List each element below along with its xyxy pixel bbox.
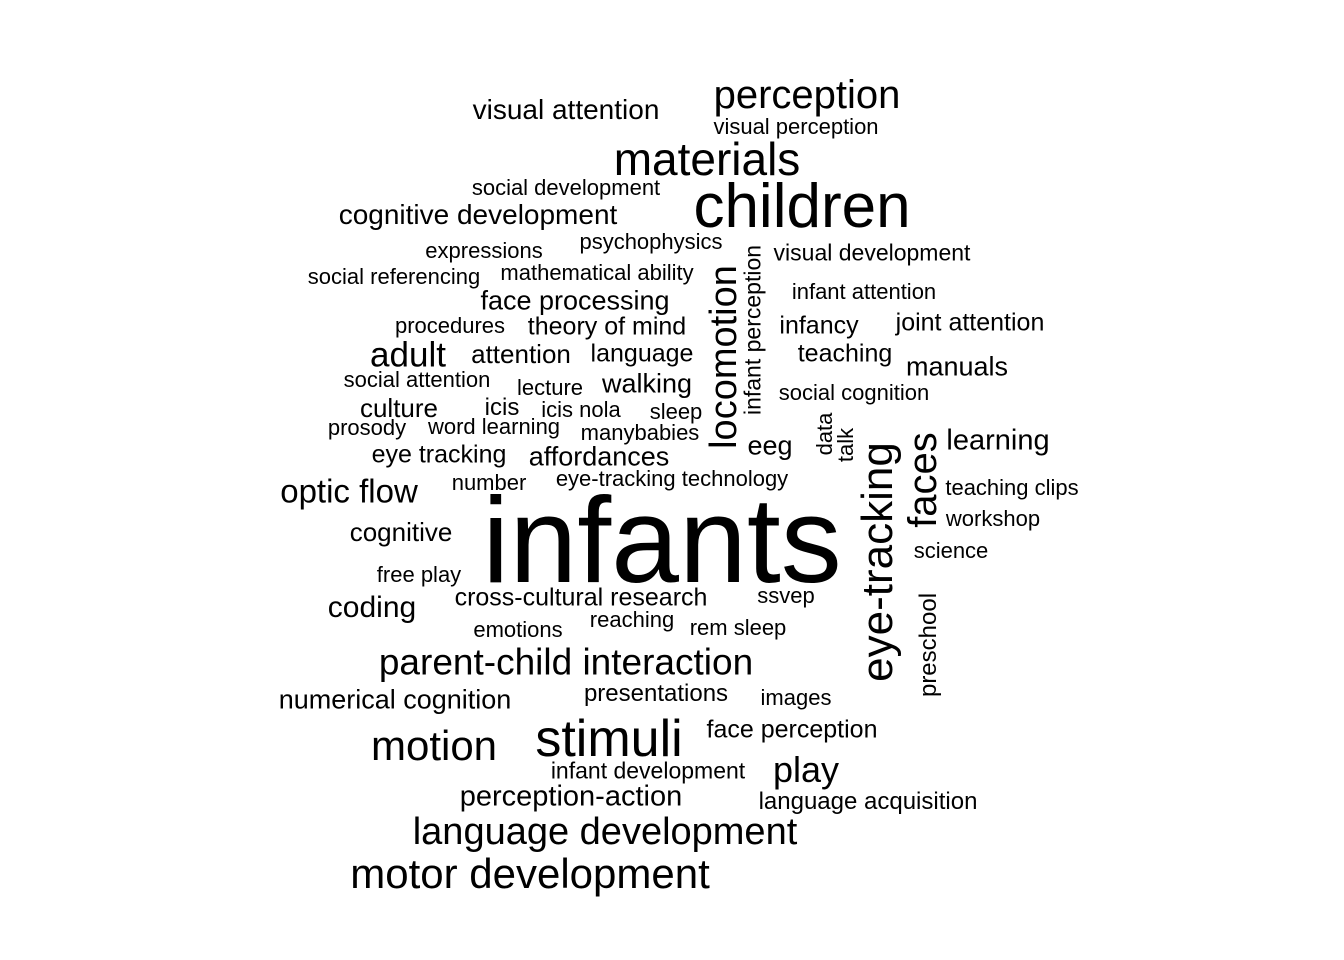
word-perception: perception [713,73,901,117]
word-adult: adult [370,335,446,375]
word-ssvep: ssvep [757,583,815,608]
word-sleep: sleep [649,399,703,424]
word-psychophysics: psychophysics [579,229,723,254]
word-word-learning: word learning [427,414,561,439]
word-rem-sleep: rem sleep [689,615,787,640]
word-number: number [451,470,527,495]
word-parent-child-interaction: parent-child interaction [378,641,754,683]
word-social-cognition: social cognition [778,380,930,405]
word-workshop: workshop [945,506,1041,531]
word-numerical-cognition: numerical cognition [278,684,512,715]
word-faces: faces [901,432,945,528]
word-children: children [693,172,911,241]
word-social-referencing: social referencing [307,264,481,289]
word-infant-attention: infant attention [791,279,937,304]
word-learning: learning [946,424,1050,457]
word-visual-development: visual development [773,239,971,266]
word-affordances: affordances [528,441,670,472]
word-optic-flow: optic flow [280,472,418,510]
word-walking: walking [601,368,693,399]
word-lecture: lecture [516,375,584,400]
word-language-development: language development [412,811,798,853]
word-manuals: manuals [905,351,1009,382]
word-reaching: reaching [589,607,675,632]
word-theory-of-mind: theory of mind [527,312,687,341]
word-social-development: social development [471,175,661,200]
word-culture: culture [359,393,439,423]
word-cognitive: cognitive [349,517,453,547]
word-locomotion: locomotion [703,265,745,449]
word-icis-nola: icis nola [541,397,621,422]
word-visual-perception: visual perception [713,114,879,139]
word-face-processing: face processing [480,285,670,316]
word-eeg: eeg [747,430,793,461]
word-manybabies: manybabies [580,420,700,445]
word-preschool: preschool [915,592,942,698]
word-eye-tracking: eye-tracking [853,442,902,682]
word-play: play [772,749,840,790]
word-infant-development: infant development [550,757,746,784]
word-visual-attention: visual attention [472,94,660,125]
word-face-perception: face perception [706,715,878,744]
word-motion: motion [370,722,498,769]
word-images: images [760,685,832,710]
word-attention: attention [471,339,571,369]
word-prosody: prosody [327,415,407,440]
word-perception-action: perception-action [459,780,683,813]
word-language-acquisition: language acquisition [758,788,978,815]
word-cross-cultural-research: cross-cultural research [454,583,708,612]
word-cognitive-development: cognitive development [338,199,618,230]
word-icis: icis [484,394,520,421]
word-infancy: infancy [779,311,859,340]
word-free-play: free play [376,562,462,587]
word-coding: coding [327,591,417,624]
word-emotions: emotions [473,617,563,642]
word-talk: talk [833,427,858,463]
word-language: language [590,339,694,368]
word-procedures: procedures [394,313,506,338]
word-science: science [913,538,989,563]
word-motor-development: motor development [350,850,710,897]
word-infants: infants [482,472,842,608]
word-eye-tracking-technology: eye-tracking technology [555,466,789,491]
word-eye-tracking-2: eye tracking [371,440,507,469]
word-teaching: teaching [797,339,893,368]
word-expressions: expressions [425,238,543,263]
word-materials: materials [613,133,801,185]
word-presentations: presentations [583,680,729,707]
word-teaching-clips: teaching clips [945,475,1079,500]
word-mathematical-ability: mathematical ability [500,260,694,285]
word-joint-attention: joint attention [895,308,1045,337]
word-stimuli: stimuli [535,710,683,768]
word-infant-perception: infant perception [739,244,766,416]
word-social-attention: social attention [343,367,491,392]
